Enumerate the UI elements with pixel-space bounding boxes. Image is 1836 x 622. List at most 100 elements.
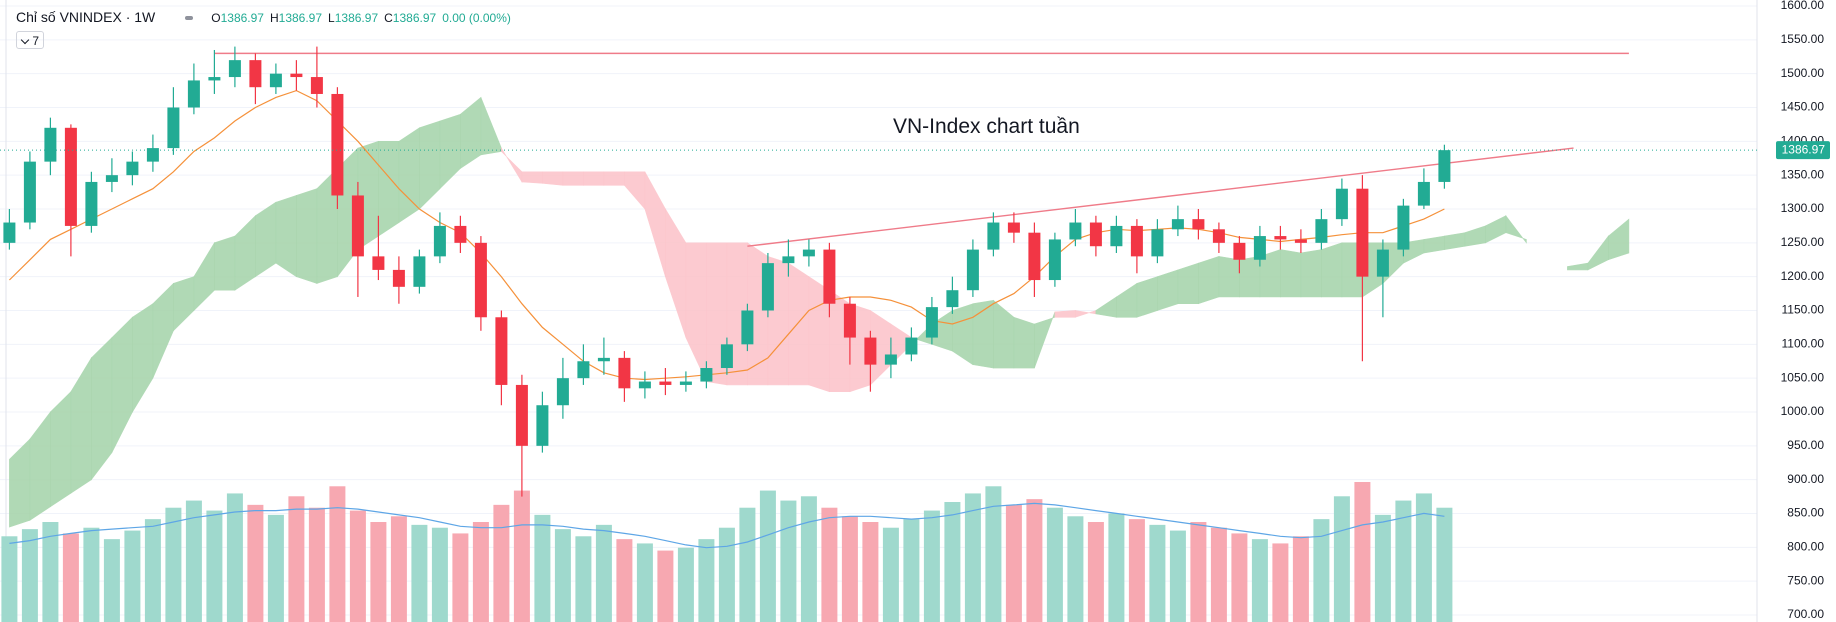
volume-bar [985,486,1002,622]
cloud-segment [50,390,72,508]
candle-body [1376,249,1389,277]
y-tick-label: 850.00 [1787,506,1824,520]
volume-bar [1415,493,1432,622]
y-tick-label: 1100.00 [1782,337,1825,351]
volume-bar [636,543,653,622]
cloud-segment [1505,214,1527,244]
volume-bar [759,490,776,622]
trend-line [747,147,1574,247]
cloud-segment [1095,296,1117,318]
volume-bar [1005,504,1022,622]
cloud-segment [1280,249,1302,298]
volume-bar [493,504,510,622]
y-tick-label: 1000.00 [1781,404,1825,418]
candle-body [1151,229,1164,257]
candle-body [802,249,815,257]
candle-body [1294,239,1307,243]
volume-bar [247,504,264,622]
cloud-segment [439,113,461,190]
cloud-segment [685,242,707,382]
cloud-segment [1136,276,1158,318]
candle-body [228,60,241,78]
symbol[interactable]: Chỉ số VNINDEX · 1W [16,9,156,25]
volume-bar [1354,482,1371,622]
volume-bar [554,529,571,622]
volume-bar [698,539,715,622]
candle-body [454,225,467,243]
candle-body [249,60,262,88]
volume-bar [1128,519,1145,622]
cloud-segment [562,171,584,186]
y-tick-label: 800.00 [1787,540,1824,554]
volume-bar [1251,539,1268,622]
y-tick-label: 1300.00 [1781,201,1825,215]
y-tick-label: 1550.00 [1781,32,1825,46]
candle-body [515,384,528,446]
cloud-segment [234,215,256,291]
candle-body [351,195,364,257]
volume-bar [1108,513,1125,622]
cloud-segment [1444,232,1466,250]
candle-body [679,381,692,385]
candle-body [1397,205,1410,250]
ohlc-key: H [269,11,279,25]
candle-body [495,317,508,385]
volume-bar [165,507,182,622]
volume-bar [83,527,100,622]
cloud-segment [665,207,687,338]
candle-body [23,161,36,223]
candle-body [1253,236,1266,260]
volume-bar [1149,524,1166,622]
volume-bar [62,533,79,622]
volume-bar [964,493,981,622]
candle-body [474,242,487,318]
candle-body [167,107,180,149]
y-tick-label: 950.00 [1787,438,1824,452]
volume-bar [1046,507,1063,622]
volume-bar [718,527,735,622]
y-tick-label: 1450.00 [1781,100,1825,114]
indicator-toggle[interactable]: 7 [16,31,44,49]
cloud-segment [952,303,974,366]
cloud-segment [193,241,215,312]
volume-bar [1210,527,1227,622]
last-price-label: 1386.97 [1782,142,1826,156]
volume-bar [534,514,551,622]
candle-body [126,161,139,176]
candle-body [44,127,57,162]
candle-body [1110,225,1123,247]
volume-bar [1272,543,1289,622]
candle-body [85,181,98,226]
candle-body [966,249,979,291]
volume-bar [739,507,756,622]
ohlc-value: 1386.97 [278,11,323,25]
volume-bar [923,510,940,622]
y-tick-label: 1500.00 [1781,66,1825,80]
candle-body [392,269,405,287]
candle-body [413,256,426,287]
volume-bar [411,524,428,622]
cloud-segment [296,188,318,284]
y-tick-label: 1350.00 [1781,167,1825,181]
candle-body [208,77,221,81]
volume-bar [677,547,694,622]
candle-body [1315,219,1328,243]
candle-body [269,73,282,88]
candle-body [700,368,713,382]
cloud-segment [1587,235,1609,271]
candle-body [1335,188,1348,220]
candle-body [597,357,610,362]
ohlc-value: 1386.97 [220,11,264,25]
cloud-segment [1608,218,1630,261]
candle-body [659,381,672,385]
candle-body [290,73,303,78]
volume-bar [862,522,879,622]
volume-bar [390,516,407,622]
volume-bar [841,516,858,622]
candle-body [864,337,877,365]
y-tick-label: 700.00 [1787,607,1824,621]
candle-body [720,344,733,369]
collapse-toggle[interactable] [185,16,194,21]
volume-bar [1333,496,1350,622]
